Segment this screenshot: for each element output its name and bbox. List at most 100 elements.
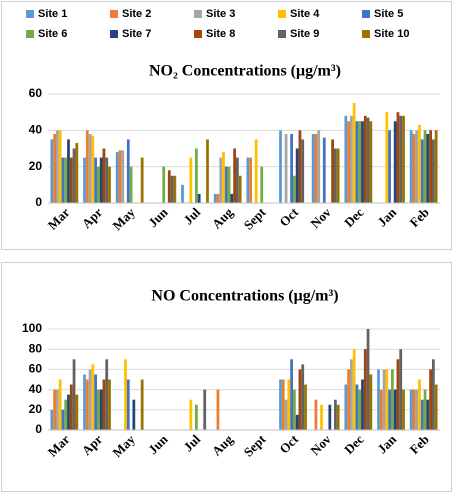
bar bbox=[284, 399, 288, 430]
bar bbox=[115, 152, 119, 203]
bar bbox=[293, 175, 296, 203]
bar bbox=[347, 121, 351, 203]
x-tick-label: Nov bbox=[307, 431, 334, 458]
x-tick-label: Dec bbox=[341, 431, 367, 457]
bar bbox=[336, 148, 340, 203]
bar bbox=[322, 137, 326, 203]
bar bbox=[352, 349, 356, 430]
bar bbox=[396, 359, 400, 430]
bar bbox=[67, 139, 70, 203]
bar bbox=[72, 148, 76, 203]
legend-label: Site 10 bbox=[374, 28, 409, 40]
bar bbox=[393, 121, 397, 203]
bar bbox=[295, 148, 299, 203]
bar bbox=[50, 409, 54, 430]
bar bbox=[279, 379, 282, 430]
bar bbox=[102, 148, 106, 203]
bar bbox=[162, 166, 166, 203]
bar bbox=[58, 130, 62, 203]
legend-swatch bbox=[194, 30, 202, 38]
bar bbox=[91, 364, 95, 430]
bar bbox=[409, 130, 413, 203]
legend-label: Site 7 bbox=[122, 28, 151, 40]
bar bbox=[279, 130, 282, 203]
chart-title: NO Concentrations (μg/m³) bbox=[151, 288, 338, 305]
bar bbox=[418, 124, 421, 203]
bar bbox=[423, 389, 427, 430]
bar bbox=[361, 121, 364, 203]
legend-label: Site 9 bbox=[290, 28, 319, 40]
bar bbox=[50, 139, 54, 203]
bar bbox=[140, 379, 144, 430]
x-tick-label: Jun bbox=[145, 431, 171, 457]
bar bbox=[434, 384, 438, 430]
bar bbox=[181, 184, 184, 203]
legend-label: Site 8 bbox=[206, 28, 235, 40]
bar bbox=[369, 121, 373, 203]
bar bbox=[352, 103, 356, 203]
bar bbox=[75, 143, 79, 203]
bar bbox=[426, 399, 430, 430]
bar bbox=[412, 133, 416, 203]
bar bbox=[91, 135, 95, 203]
bar bbox=[132, 399, 136, 430]
bar bbox=[67, 394, 70, 430]
y-tick-label: 0 bbox=[35, 422, 42, 436]
bar bbox=[420, 139, 424, 203]
bar bbox=[83, 157, 86, 203]
bar bbox=[281, 379, 285, 430]
bar bbox=[140, 157, 144, 203]
bar bbox=[366, 117, 370, 203]
bar bbox=[222, 152, 225, 203]
bar bbox=[88, 369, 92, 430]
legend-swatch bbox=[278, 10, 286, 18]
bar bbox=[412, 389, 416, 430]
bar bbox=[363, 349, 367, 430]
bar bbox=[333, 399, 337, 430]
bar bbox=[213, 193, 217, 203]
bar bbox=[311, 133, 315, 203]
bar bbox=[197, 193, 201, 203]
bar bbox=[72, 359, 76, 430]
bar bbox=[61, 157, 65, 203]
bar bbox=[254, 139, 258, 203]
bar bbox=[361, 379, 364, 430]
bar bbox=[124, 359, 127, 430]
bar bbox=[385, 369, 389, 430]
bar bbox=[56, 130, 59, 203]
bar bbox=[350, 359, 353, 430]
bar bbox=[388, 389, 391, 430]
bar bbox=[382, 369, 386, 430]
bar bbox=[97, 166, 100, 203]
bar bbox=[418, 379, 421, 430]
bar bbox=[298, 130, 302, 203]
x-tick-label: Nov bbox=[307, 204, 334, 231]
bar bbox=[105, 157, 109, 203]
bar bbox=[121, 150, 125, 203]
bar bbox=[167, 170, 171, 203]
bar bbox=[331, 139, 334, 203]
legend-label: Site 2 bbox=[122, 8, 151, 20]
bar bbox=[173, 175, 177, 203]
bar bbox=[293, 389, 296, 430]
bar bbox=[301, 139, 305, 203]
y-tick-label: 0 bbox=[35, 195, 42, 209]
bar bbox=[56, 389, 59, 430]
bar bbox=[344, 384, 348, 430]
bar bbox=[108, 379, 111, 430]
bar bbox=[429, 130, 432, 203]
bar bbox=[64, 157, 68, 203]
bar bbox=[83, 374, 86, 430]
x-tick-label: May bbox=[109, 431, 138, 460]
bar bbox=[249, 157, 253, 203]
bar bbox=[233, 148, 236, 203]
bar bbox=[195, 404, 198, 430]
bar bbox=[94, 157, 97, 203]
bar bbox=[317, 130, 321, 203]
bar bbox=[385, 112, 389, 203]
bar bbox=[108, 166, 111, 203]
bar bbox=[284, 133, 288, 203]
x-tick-label: Feb bbox=[406, 432, 431, 457]
bar bbox=[69, 157, 73, 203]
legend-swatch bbox=[26, 10, 34, 18]
